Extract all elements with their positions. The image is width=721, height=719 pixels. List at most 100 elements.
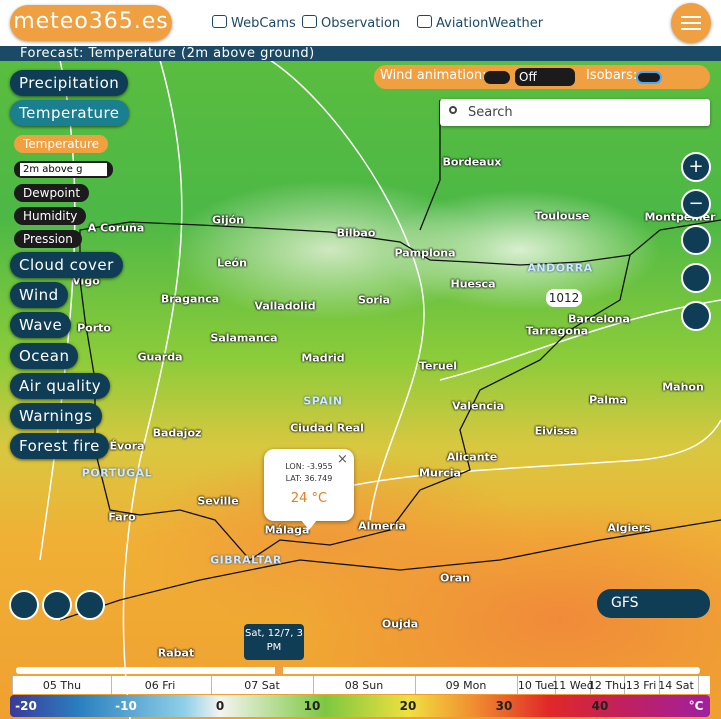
- nav-link[interactable]: WebCams: [212, 15, 296, 31]
- isobar: [439, 299, 721, 381]
- city-label: Valladolid: [254, 299, 316, 313]
- city-label: León: [217, 256, 247, 270]
- search-box[interactable]: Search: [440, 99, 710, 126]
- playback-button[interactable]: [9, 590, 39, 620]
- wind-label: Wind animation:: [380, 68, 487, 83]
- day-separator: [590, 676, 591, 694]
- day-separator: [659, 676, 660, 694]
- city-label: Bilbao: [336, 226, 376, 240]
- layer-button[interactable]: Wind: [10, 282, 68, 308]
- legend-tick: -10: [115, 699, 137, 713]
- day-label[interactable]: 11 Wed: [552, 679, 594, 692]
- day-label[interactable]: 10 Tue: [517, 679, 555, 692]
- model-select[interactable]: GFS: [597, 589, 710, 618]
- city-label: Valencia: [451, 399, 505, 413]
- map-tool-button[interactable]: [681, 225, 711, 255]
- nav-link[interactable]: AviationWeather: [417, 15, 543, 31]
- isobar: [122, 59, 183, 719]
- day-label[interactable]: 12 Thu: [587, 679, 627, 692]
- city-label: Ciudad Real: [290, 421, 364, 435]
- menu-bar: [681, 22, 701, 24]
- city-label: Toulouse: [534, 209, 590, 223]
- isobars-toggle[interactable]: [636, 71, 662, 84]
- zoom-button[interactable]: −: [681, 189, 711, 219]
- city-label: Huesca: [450, 277, 496, 291]
- nav-icon: [417, 15, 432, 28]
- layer-button[interactable]: Cloud cover: [10, 252, 123, 278]
- search-icon: [449, 106, 457, 114]
- city-label: Málaga: [264, 523, 310, 537]
- wind-toggle[interactable]: [484, 71, 510, 84]
- day-label[interactable]: 14 Sat: [658, 679, 694, 692]
- city-label: Porto: [77, 321, 111, 335]
- popup-close[interactable]: ×: [337, 452, 348, 467]
- day-label[interactable]: 13 Fri: [625, 679, 657, 692]
- coastline: [419, 100, 721, 256]
- level-select[interactable]: 2m above g: [14, 161, 113, 178]
- layer-button[interactable]: Warnings: [10, 403, 102, 429]
- layer-button[interactable]: Temperature: [10, 100, 129, 126]
- day-separator: [111, 676, 112, 694]
- day-separator: [517, 676, 518, 694]
- playback-button[interactable]: [42, 590, 72, 620]
- coastline: [79, 221, 631, 561]
- sublayer-button[interactable]: Pression: [14, 230, 82, 248]
- nav-text: AviationWeather: [436, 16, 544, 31]
- sublayer-active[interactable]: Temperature: [14, 135, 109, 153]
- layer-button[interactable]: Ocean: [10, 343, 79, 369]
- legend-tick: 20: [399, 699, 417, 713]
- map-tool-button[interactable]: [681, 263, 711, 293]
- forecast-title: Forecast: Temperature (2m above ground): [0, 46, 721, 61]
- nav-link[interactable]: Observation: [302, 15, 400, 31]
- country-label: GIBRALTAR: [210, 553, 282, 567]
- layer-button[interactable]: Air quality: [10, 373, 111, 399]
- sublayer-button[interactable]: Humidity: [14, 207, 87, 225]
- city-label: Soria: [357, 293, 391, 307]
- time-handle[interactable]: [275, 664, 283, 678]
- day-separator: [698, 676, 699, 694]
- day-label[interactable]: 09 Mon: [445, 679, 487, 692]
- day-separator: [12, 676, 13, 694]
- popup-lat: LAT: 36.749: [285, 474, 333, 483]
- city-label: Bordeaux: [442, 155, 502, 169]
- city-label: Braganca: [160, 292, 220, 306]
- menu-button[interactable]: [671, 3, 711, 43]
- coastline: [59, 519, 721, 621]
- popup-lon: LON: -3.955: [285, 462, 333, 471]
- city-label: Rabat: [157, 646, 195, 660]
- city-label: Oujda: [381, 617, 419, 631]
- day-label[interactable]: 06 Fri: [144, 679, 176, 692]
- zoom-button[interactable]: +: [681, 152, 711, 182]
- level-select-box: 2m above g: [20, 163, 107, 176]
- city-label: Mahon: [662, 380, 704, 394]
- city-label: Tarragona: [525, 324, 589, 338]
- time-track[interactable]: [16, 667, 700, 674]
- sublayer-button[interactable]: Dewpoint: [14, 184, 90, 202]
- city-label: Eivissa: [534, 424, 578, 438]
- legend-tick: 40: [591, 699, 609, 713]
- header: meteo365.es WebCams Observation AviationWea…: [0, 0, 721, 46]
- layer-button[interactable]: Wave: [10, 312, 72, 338]
- city-label: Murcia: [419, 466, 461, 480]
- logo[interactable]: meteo365.es: [10, 5, 172, 41]
- legend-unit: °C: [688, 699, 704, 713]
- city-label: Madrid: [301, 351, 345, 365]
- wind-select[interactable]: Off: [515, 68, 575, 86]
- playback-button[interactable]: [75, 590, 105, 620]
- color-legend: [10, 695, 710, 717]
- location-popup: × LON: -3.955 LAT: 36.749 24 °C: [264, 449, 354, 521]
- day-label[interactable]: 05 Thu: [42, 679, 82, 692]
- country-label: PORTUGAL: [81, 466, 153, 480]
- map-tool-button[interactable]: [681, 301, 711, 331]
- day-separator: [624, 676, 625, 694]
- city-label: Oran: [439, 571, 471, 585]
- nav-icon: [212, 15, 227, 28]
- layer-button[interactable]: Forest fire: [10, 433, 109, 459]
- city-label: Barcelona: [568, 312, 630, 326]
- day-label[interactable]: 08 Sun: [344, 679, 384, 692]
- day-label[interactable]: 07 Sat: [244, 679, 280, 692]
- city-label: Seville: [197, 494, 239, 508]
- layer-button[interactable]: Precipitation: [10, 70, 129, 96]
- isobar: [329, 419, 721, 491]
